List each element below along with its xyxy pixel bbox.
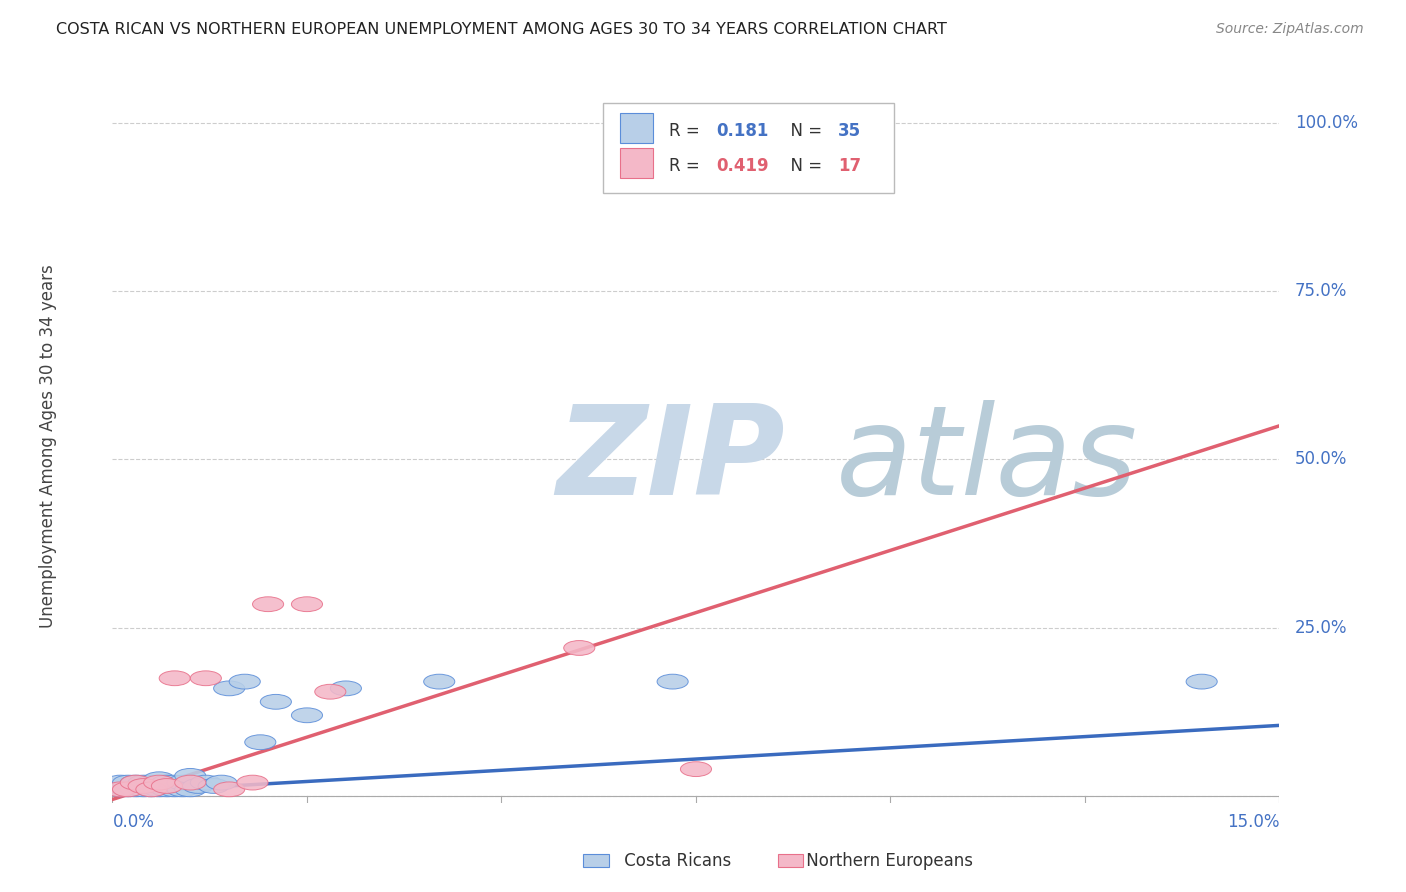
Text: 100.0%: 100.0% [1295,114,1358,132]
Ellipse shape [136,775,167,790]
Ellipse shape [159,775,190,790]
Ellipse shape [174,782,205,797]
Ellipse shape [112,782,143,797]
Text: 25.0%: 25.0% [1295,619,1347,637]
Ellipse shape [152,779,183,793]
Text: atlas: atlas [837,400,1137,521]
Ellipse shape [159,782,190,797]
Text: ZIP: ZIP [555,400,785,521]
Ellipse shape [112,775,143,790]
Ellipse shape [167,782,198,797]
Ellipse shape [291,708,322,723]
Ellipse shape [174,769,205,783]
Ellipse shape [214,681,245,696]
Ellipse shape [315,684,346,699]
Text: 75.0%: 75.0% [1295,282,1347,301]
Text: Northern Europeans: Northern Europeans [801,852,973,870]
Ellipse shape [167,775,198,790]
Ellipse shape [190,671,221,686]
Ellipse shape [291,597,322,612]
Ellipse shape [564,640,595,656]
Ellipse shape [143,775,174,790]
Ellipse shape [143,782,174,797]
Text: 50.0%: 50.0% [1295,450,1347,468]
FancyBboxPatch shape [620,112,652,143]
Ellipse shape [121,775,152,790]
Text: 0.419: 0.419 [716,157,769,175]
Text: R =: R = [669,157,706,175]
Ellipse shape [152,779,183,793]
Ellipse shape [238,775,269,790]
Ellipse shape [253,597,284,612]
Ellipse shape [198,779,229,793]
Ellipse shape [143,772,174,787]
Ellipse shape [260,694,291,709]
Text: 0.181: 0.181 [716,121,768,139]
Text: 17: 17 [838,157,862,175]
Ellipse shape [174,775,205,790]
Text: N =: N = [780,157,827,175]
Ellipse shape [205,775,238,790]
Text: Source: ZipAtlas.com: Source: ZipAtlas.com [1216,22,1364,37]
Ellipse shape [104,782,136,797]
Ellipse shape [112,782,143,797]
Text: Costa Ricans: Costa Ricans [619,852,731,870]
Text: COSTA RICAN VS NORTHERN EUROPEAN UNEMPLOYMENT AMONG AGES 30 TO 34 YEARS CORRELAT: COSTA RICAN VS NORTHERN EUROPEAN UNEMPLO… [56,22,948,37]
Ellipse shape [423,674,454,689]
Ellipse shape [152,782,183,797]
Ellipse shape [104,775,136,790]
Ellipse shape [214,782,245,797]
Ellipse shape [143,779,174,793]
Ellipse shape [128,775,159,790]
Ellipse shape [190,775,221,790]
Text: R =: R = [669,121,706,139]
Ellipse shape [245,735,276,749]
Text: N =: N = [780,121,827,139]
Ellipse shape [152,775,183,790]
Ellipse shape [136,782,167,797]
Text: 35: 35 [838,121,862,139]
Ellipse shape [229,674,260,689]
Ellipse shape [1187,674,1218,689]
Text: Unemployment Among Ages 30 to 34 years: Unemployment Among Ages 30 to 34 years [39,264,58,628]
Ellipse shape [121,775,152,790]
Ellipse shape [136,782,167,797]
Ellipse shape [128,782,159,797]
Ellipse shape [104,782,136,797]
Ellipse shape [159,671,190,686]
Ellipse shape [681,762,711,777]
Text: 15.0%: 15.0% [1227,813,1279,831]
FancyBboxPatch shape [603,103,894,193]
Ellipse shape [330,681,361,696]
FancyBboxPatch shape [620,148,652,178]
Ellipse shape [128,779,159,793]
Ellipse shape [657,674,688,689]
Ellipse shape [121,782,152,797]
Ellipse shape [183,779,214,793]
Text: 0.0%: 0.0% [112,813,155,831]
